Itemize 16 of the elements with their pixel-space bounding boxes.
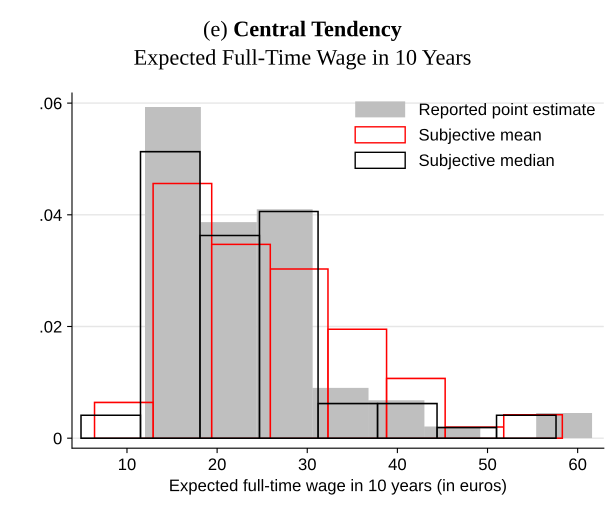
legend-label: Reported point estimate — [420, 102, 595, 119]
x-tick-label: 20 — [208, 458, 226, 470]
x-tick-label: 60 — [569, 458, 586, 470]
chart-title: (e) Central Tendency — [204, 20, 402, 41]
y-tick-label: .02 — [40, 320, 62, 333]
y-tick-label: .06 — [40, 98, 62, 110]
chart-subtitle: Expected Full-Time Wage in 10 Years — [134, 49, 471, 70]
x-tick-label: 10 — [118, 458, 136, 470]
y-tick-label: 0 — [54, 432, 62, 444]
x-tick-label: 40 — [388, 458, 406, 470]
legend-label: Subjective mean — [419, 128, 541, 144]
x-axis-title: Expected full-time wage in 10 years (in euros) — [170, 479, 506, 495]
legend-label: Subjective median — [419, 154, 554, 170]
x-tick-label: 30 — [298, 458, 316, 470]
y-tick-label: .04 — [40, 209, 62, 222]
x-tick-label: 50 — [478, 458, 496, 470]
